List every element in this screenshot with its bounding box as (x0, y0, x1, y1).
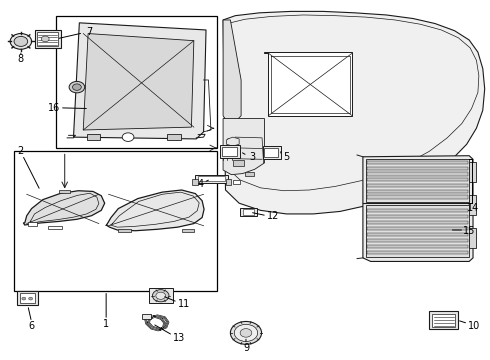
Circle shape (240, 329, 252, 337)
Bar (263, 146, 281, 158)
Bar (429, 311, 459, 329)
Text: 13: 13 (173, 333, 185, 343)
Bar (167, 134, 181, 140)
Polygon shape (24, 191, 105, 225)
Polygon shape (106, 190, 204, 231)
Circle shape (22, 297, 26, 300)
Polygon shape (367, 208, 468, 212)
Text: 9: 9 (243, 343, 249, 353)
Bar (48, 226, 62, 229)
Bar (87, 134, 100, 140)
Bar (265, 148, 278, 157)
Bar (469, 228, 476, 248)
Text: 1: 1 (103, 319, 109, 329)
Polygon shape (367, 195, 468, 199)
Bar (469, 195, 476, 215)
Text: 16: 16 (48, 103, 60, 113)
Bar (182, 229, 194, 232)
Bar (225, 179, 231, 185)
Text: 5: 5 (283, 152, 290, 162)
Text: 6: 6 (28, 321, 35, 331)
Text: 3: 3 (250, 152, 256, 162)
Polygon shape (367, 245, 468, 248)
Bar (469, 162, 476, 182)
Bar (37, 32, 58, 46)
Bar (245, 172, 254, 176)
Circle shape (122, 133, 134, 141)
Polygon shape (83, 33, 194, 130)
Polygon shape (367, 172, 468, 176)
Text: 14: 14 (467, 203, 479, 213)
Polygon shape (367, 178, 468, 181)
Bar (222, 148, 237, 157)
Bar (233, 180, 240, 184)
Circle shape (73, 84, 81, 90)
Text: 4: 4 (197, 179, 203, 189)
Polygon shape (367, 233, 468, 236)
Bar (233, 160, 244, 166)
Polygon shape (367, 161, 468, 164)
Polygon shape (367, 239, 468, 242)
Text: 15: 15 (463, 226, 475, 236)
Polygon shape (367, 227, 468, 230)
Polygon shape (367, 221, 468, 224)
Circle shape (69, 81, 85, 93)
Bar (432, 314, 455, 327)
Polygon shape (367, 190, 468, 193)
Polygon shape (223, 20, 241, 127)
Bar (28, 222, 37, 226)
Polygon shape (223, 12, 485, 214)
Polygon shape (363, 156, 473, 261)
Polygon shape (367, 184, 468, 187)
Circle shape (152, 290, 169, 302)
Text: 7: 7 (86, 27, 92, 37)
Bar (56, 16, 217, 148)
Bar (34, 30, 61, 48)
Bar (240, 207, 257, 216)
Circle shape (156, 292, 166, 299)
Bar (198, 176, 225, 181)
Polygon shape (265, 52, 352, 116)
Bar (366, 158, 469, 202)
Circle shape (14, 36, 28, 46)
Bar (59, 190, 70, 193)
Bar (142, 314, 151, 319)
Bar (20, 293, 34, 303)
Text: 10: 10 (468, 321, 480, 332)
Bar (366, 205, 469, 257)
Text: 11: 11 (177, 299, 190, 309)
Polygon shape (367, 167, 468, 170)
Polygon shape (74, 23, 206, 139)
Text: 12: 12 (267, 211, 279, 221)
Bar (196, 175, 228, 183)
Bar (193, 179, 198, 185)
Bar (243, 209, 254, 215)
Bar (148, 288, 173, 303)
Polygon shape (223, 118, 265, 175)
Circle shape (230, 321, 262, 344)
Circle shape (234, 324, 258, 342)
Bar (17, 291, 38, 305)
Polygon shape (367, 215, 468, 218)
Bar (14, 151, 217, 292)
Circle shape (29, 297, 32, 300)
Polygon shape (367, 251, 468, 254)
Circle shape (10, 33, 31, 49)
Text: 8: 8 (18, 54, 24, 64)
Bar (220, 145, 240, 158)
Circle shape (41, 36, 49, 42)
Bar (118, 229, 130, 232)
Text: 2: 2 (17, 147, 23, 157)
